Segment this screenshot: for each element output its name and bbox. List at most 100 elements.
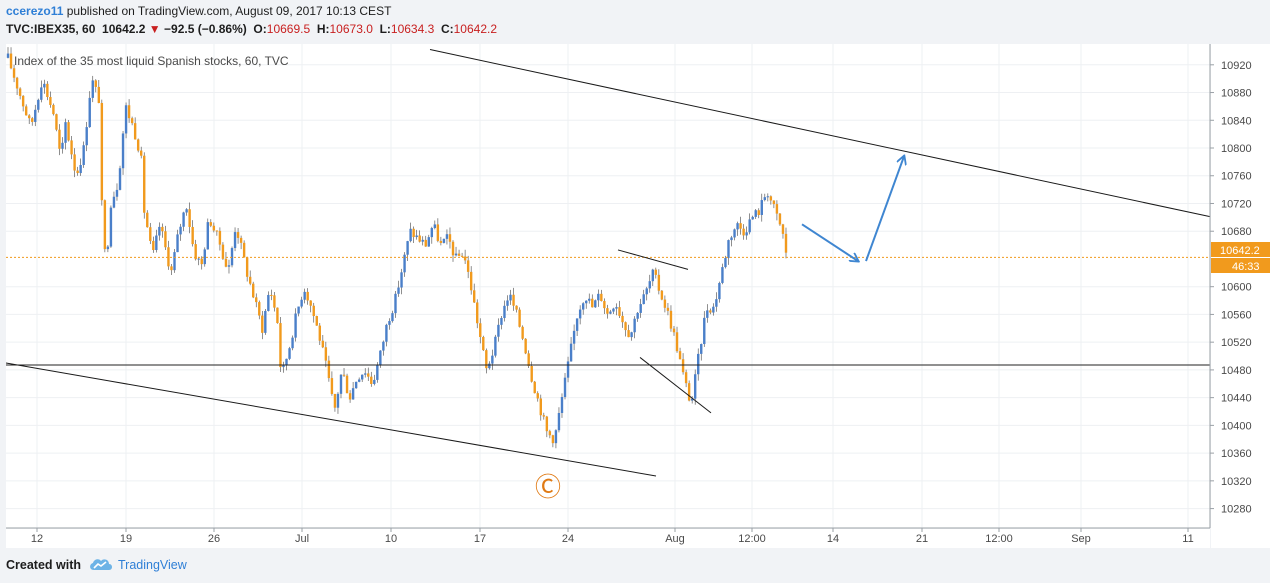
tradingview-cloud-icon[interactable]: [88, 556, 114, 572]
candle-up: [585, 300, 588, 304]
candle-down: [276, 307, 279, 324]
candle-up: [736, 223, 739, 230]
candle-up: [693, 374, 697, 399]
candle-down: [212, 225, 216, 231]
tradingview-brand-link[interactable]: TradingView: [118, 558, 187, 572]
wave-c-label: Ⓒ: [535, 473, 561, 503]
candle-up: [88, 97, 91, 128]
candle-down: [669, 310, 673, 329]
candle-up: [506, 300, 509, 306]
candle-down: [518, 309, 521, 327]
candle-up: [303, 291, 306, 300]
candle-up: [442, 238, 446, 243]
y-tick-label: 10560: [1221, 309, 1252, 321]
candle-down: [242, 242, 246, 258]
candle-down: [627, 330, 630, 338]
candle-up: [503, 305, 506, 319]
candle-up: [203, 249, 206, 265]
candle-up: [379, 350, 382, 365]
candle-up: [197, 258, 200, 260]
candle-down: [681, 359, 685, 373]
candle-up: [430, 228, 434, 238]
x-tick-label: Jul: [295, 533, 309, 545]
candle-up: [690, 398, 694, 401]
candle-up: [294, 313, 297, 338]
candle-up: [382, 341, 385, 351]
candle-down: [236, 232, 240, 238]
candle-up: [554, 430, 558, 444]
candle-down: [133, 123, 137, 140]
candle-down: [660, 290, 664, 300]
open-value: 10669.5: [266, 22, 311, 36]
candle-up: [718, 282, 721, 300]
candle-down: [58, 129, 61, 149]
candle-up: [82, 145, 85, 165]
symbol-label: TVC:IBEX35, 60: [6, 22, 96, 36]
candle-up: [385, 324, 388, 342]
candle-down: [149, 227, 152, 241]
candle-down: [545, 416, 549, 432]
x-tick-label: Sep: [1071, 533, 1091, 545]
y-tick-label: 10920: [1221, 60, 1252, 72]
candle-down: [600, 293, 603, 302]
candle-up: [760, 200, 763, 215]
candle-up: [421, 239, 424, 242]
projection-arrow: [865, 156, 904, 262]
candle-down: [606, 308, 609, 314]
candle-down: [769, 196, 773, 201]
price-axis[interactable]: [1211, 44, 1270, 548]
candle-up: [112, 196, 116, 208]
candle-down: [52, 104, 55, 115]
candle-down: [772, 200, 776, 205]
y-tick-label: 10680: [1221, 226, 1252, 238]
footer: Created with TradingView: [0, 548, 1270, 583]
author-link[interactable]: ccerezo11: [6, 4, 64, 18]
candle-down: [321, 340, 325, 348]
candle-up: [267, 294, 270, 311]
candle-up: [282, 364, 285, 368]
candle-down: [654, 269, 658, 275]
candle-down: [618, 307, 621, 316]
candle-up: [509, 294, 512, 301]
x-tick-label: Aug: [665, 533, 685, 545]
y-tick-label: 10720: [1221, 198, 1252, 210]
candle-up: [403, 254, 406, 273]
candle-up: [85, 127, 88, 146]
candle-down: [270, 294, 273, 296]
candle-up: [176, 234, 179, 253]
candle-up: [158, 226, 161, 236]
high-value: 10673.0: [329, 22, 373, 36]
candle-down: [170, 266, 173, 271]
candle-down: [130, 118, 134, 124]
candle-down: [15, 77, 19, 89]
candle-up: [6, 53, 10, 58]
candle-up: [645, 288, 648, 295]
candle-up: [639, 304, 642, 313]
candle-down: [466, 260, 470, 272]
candle-down: [218, 230, 222, 245]
time-axis[interactable]: [6, 529, 1210, 548]
candle-up: [563, 377, 567, 398]
candle-down: [21, 95, 25, 107]
countdown-badge: [1211, 258, 1270, 273]
candle-down: [739, 223, 742, 229]
y-tick-label: 10280: [1221, 504, 1252, 516]
candle-up: [43, 83, 46, 88]
candle-up: [715, 299, 718, 307]
candle-up: [185, 209, 188, 213]
candle-up: [91, 80, 94, 98]
y-tick-label: 10320: [1221, 476, 1252, 488]
candle-up: [121, 133, 125, 169]
trendline: [617, 249, 689, 270]
candle-down: [460, 255, 464, 257]
candle-down: [224, 258, 228, 267]
candle-up: [360, 374, 364, 380]
candle-down: [9, 53, 13, 69]
candle-down: [215, 230, 219, 232]
candle-up: [233, 232, 237, 249]
candle-down: [245, 257, 249, 277]
candle-down: [778, 213, 782, 225]
candle-up: [445, 234, 449, 239]
price-chart[interactable]: 10920 10880 10840 10800 10760 10720 10680 10600…: [6, 44, 1270, 548]
candle-down: [451, 241, 455, 256]
